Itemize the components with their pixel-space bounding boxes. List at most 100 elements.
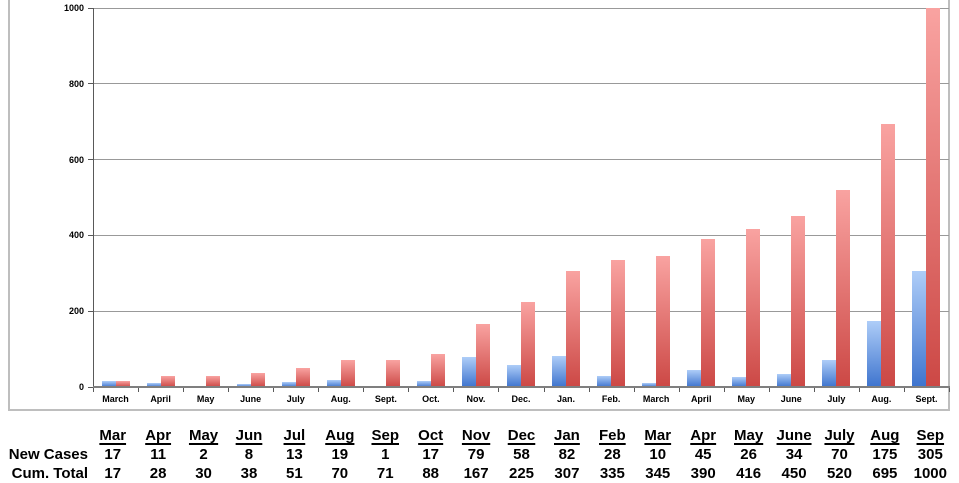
bar-new-cases <box>416 380 431 387</box>
bar-new-cases <box>597 376 612 387</box>
table-month-header-text: Aug <box>325 427 355 444</box>
table-value-cell: 307 <box>554 464 580 482</box>
x-axis-category-label: April <box>150 394 171 404</box>
table-month-header: Jan <box>544 427 589 445</box>
table-value-cell: 79 <box>467 445 485 463</box>
x-axis-category-label: July <box>827 394 846 404</box>
bar-new-cases <box>822 360 837 387</box>
table-month-header: May <box>726 427 771 445</box>
table-value-cell: 70 <box>831 445 848 463</box>
table-value-cell: 45 <box>694 445 712 463</box>
x-tickmark <box>949 388 950 392</box>
table-month-header: Dec <box>499 427 544 445</box>
bar-cum-total <box>611 260 626 387</box>
table-value-cell: 225 <box>508 464 535 482</box>
table-month-header: May <box>181 427 226 445</box>
table-month-header: Oct <box>408 427 453 445</box>
table-month-header-text: Mar <box>644 427 672 444</box>
table-value-cell: 30 <box>195 464 212 482</box>
table-value-cell: 695 <box>872 464 898 482</box>
bar-new-cases <box>912 271 927 387</box>
x-axis-category-label: June <box>780 394 802 404</box>
table-month-header: Mar <box>90 427 135 445</box>
table-month-header-text: Feb <box>599 427 626 444</box>
table-month-header: June <box>771 427 816 445</box>
bar-new-cases <box>236 383 251 387</box>
x-axis-category-label: April <box>690 394 712 404</box>
table-month-header: Jun <box>226 427 271 445</box>
x-axis-category-label: July <box>286 394 305 404</box>
x-tickmark <box>228 388 230 392</box>
bar-cum-total <box>205 375 220 387</box>
table-month-header-text: Apr <box>145 427 172 444</box>
table-value-cell: 51 <box>286 464 303 482</box>
bar-cum-total <box>475 323 490 387</box>
x-tickmark <box>453 388 455 392</box>
table-month-header-text: June <box>776 427 812 444</box>
bar-cum-total <box>295 367 310 387</box>
table-month-header-text: Jan <box>554 427 580 444</box>
table-month-header: Sep <box>363 427 408 445</box>
table-value-cell: 26 <box>740 445 757 463</box>
y-tickmark <box>88 234 93 236</box>
x-tickmark <box>903 388 905 392</box>
x-tickmark <box>138 388 140 392</box>
y-tickmark <box>88 310 93 312</box>
bar-new-cases <box>552 355 567 387</box>
x-tickmark <box>363 388 365 392</box>
y-axis-tick-label: 400 <box>68 230 84 241</box>
table-month-header-text: Sep <box>371 427 399 444</box>
table-month-header-text: Sep <box>916 427 945 444</box>
bar-new-cases <box>326 379 341 387</box>
y-axis-line <box>93 8 94 389</box>
table-value-cell: 28 <box>604 445 621 463</box>
bar-chart: 0 200 400 600 800 1000 March April May June July Au… <box>8 0 950 411</box>
table-value-cell: 345 <box>645 464 671 482</box>
table-month-header-text: May <box>188 427 219 444</box>
bar-new-cases <box>146 382 161 387</box>
table-month-header: Jul <box>272 427 317 445</box>
table-month-header: Apr <box>680 427 725 445</box>
gridline-400 <box>93 234 949 236</box>
x-axis-category-label: May <box>737 394 756 404</box>
bar-cum-total <box>250 372 265 387</box>
x-axis-category-label: June <box>240 394 262 404</box>
table-value-cell: 167 <box>463 464 489 482</box>
bar-cum-total <box>746 229 761 387</box>
table-month-header: Apr <box>135 427 180 445</box>
table-value-cell: 17 <box>104 445 122 463</box>
x-axis-category-label: Sept. <box>915 394 938 404</box>
bar-cum-total <box>340 360 355 387</box>
y-axis-tick-label: 200 <box>68 306 84 317</box>
table-value-cell: 28 <box>149 464 167 482</box>
table-row-label: Cum. Total <box>11 465 88 482</box>
gridline-600 <box>93 159 949 161</box>
x-tickmark <box>678 388 680 392</box>
table-value-cell: 38 <box>240 464 258 482</box>
table-month-header-text: Apr <box>690 427 717 444</box>
table-month-header: Aug <box>862 427 907 445</box>
table-month-header-text: Jul <box>283 427 306 444</box>
x-tickmark <box>723 388 725 392</box>
table-value-cell: 17 <box>104 464 122 482</box>
bar-cum-total <box>385 360 400 387</box>
x-tickmark <box>813 388 815 392</box>
table-value-cell: 1000 <box>913 464 947 482</box>
table-value-cell: 8 <box>244 445 254 463</box>
x-axis-category-label: Nov. <box>466 394 486 404</box>
gridline-800 <box>93 83 949 85</box>
table-month-header: July <box>817 427 862 445</box>
table-value-cell: 13 <box>286 445 303 463</box>
gridline-1000 <box>93 7 949 9</box>
table-month-header: Nov <box>453 427 498 445</box>
x-tickmark <box>498 388 500 392</box>
bar-cum-total <box>836 189 851 387</box>
bar-new-cases <box>687 369 702 387</box>
table-value-cell: 520 <box>826 464 852 482</box>
y-axis-tick-label: 1000 <box>63 3 84 13</box>
bar-new-cases <box>461 357 476 387</box>
y-axis-tick-label: 800 <box>68 78 84 89</box>
x-tickmark <box>273 388 275 392</box>
x-axis-category-label: March <box>102 394 129 404</box>
